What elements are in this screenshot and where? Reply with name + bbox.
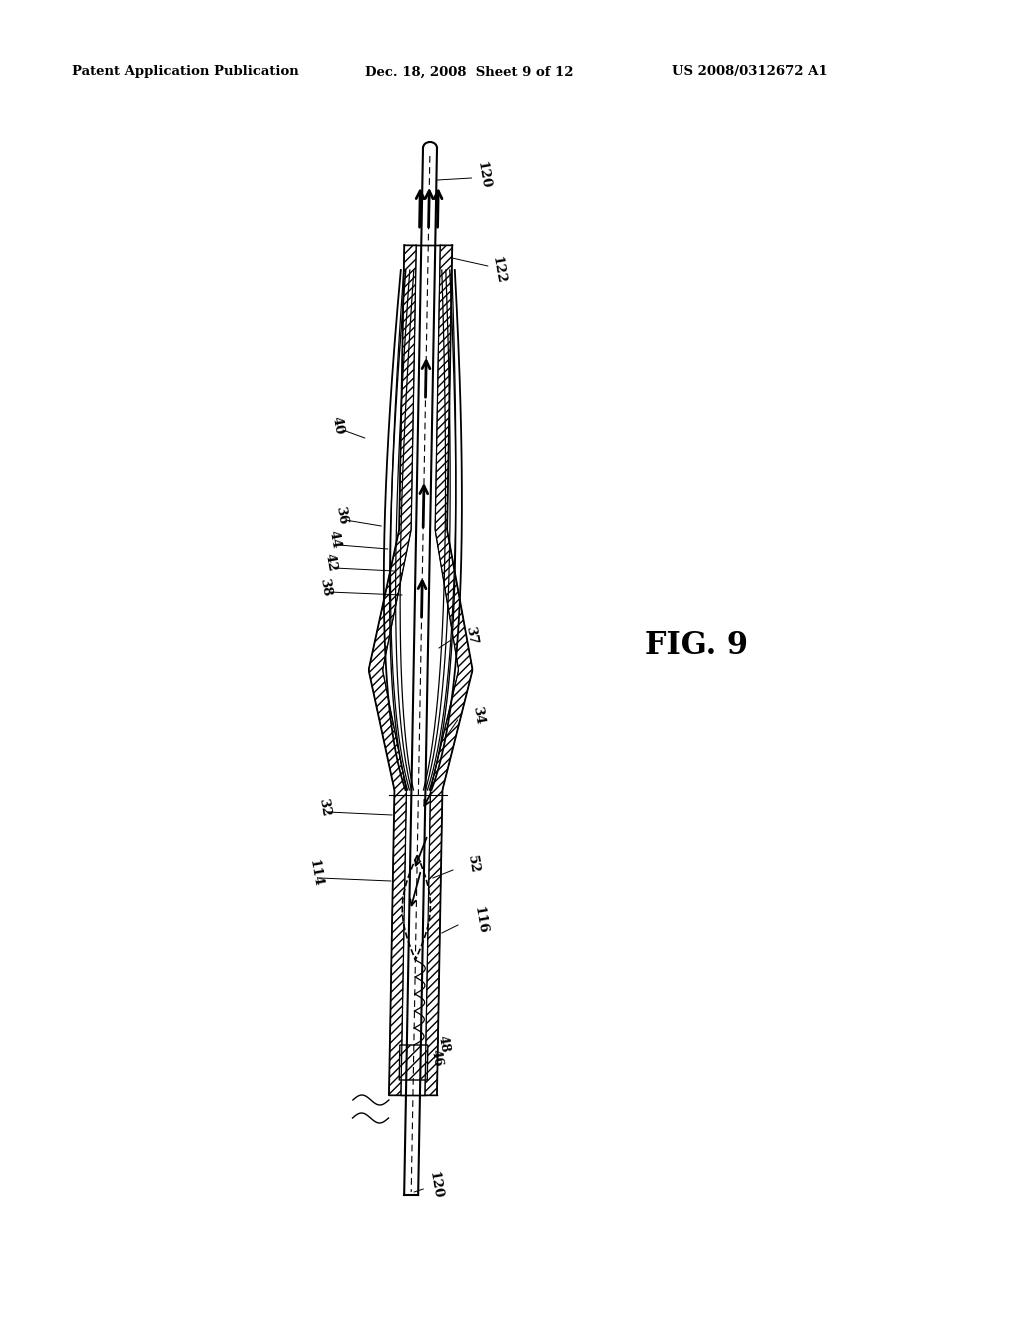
Polygon shape [402, 855, 430, 960]
Text: 32: 32 [316, 797, 332, 817]
Text: Patent Application Publication: Patent Application Publication [72, 66, 299, 78]
Text: 122: 122 [489, 255, 508, 285]
Text: 44: 44 [327, 529, 343, 550]
Text: 120: 120 [426, 1171, 443, 1200]
Text: 42: 42 [323, 553, 339, 573]
Text: FIG. 9: FIG. 9 [645, 630, 748, 660]
Text: Dec. 18, 2008  Sheet 9 of 12: Dec. 18, 2008 Sheet 9 of 12 [365, 66, 573, 78]
Text: 48: 48 [436, 1035, 452, 1053]
Text: 40: 40 [330, 414, 346, 436]
Text: 120: 120 [474, 160, 492, 190]
Text: US 2008/0312672 A1: US 2008/0312672 A1 [672, 66, 827, 78]
Text: 46: 46 [429, 1048, 444, 1068]
Polygon shape [425, 246, 472, 1096]
Text: 38: 38 [317, 577, 333, 597]
Text: 114: 114 [307, 858, 325, 888]
Text: 36: 36 [333, 504, 349, 525]
Text: 34: 34 [470, 705, 485, 725]
Text: 52: 52 [465, 855, 481, 875]
Polygon shape [399, 1045, 428, 1080]
Text: 37: 37 [463, 624, 479, 645]
Polygon shape [369, 246, 416, 1096]
Text: 116: 116 [471, 906, 488, 935]
